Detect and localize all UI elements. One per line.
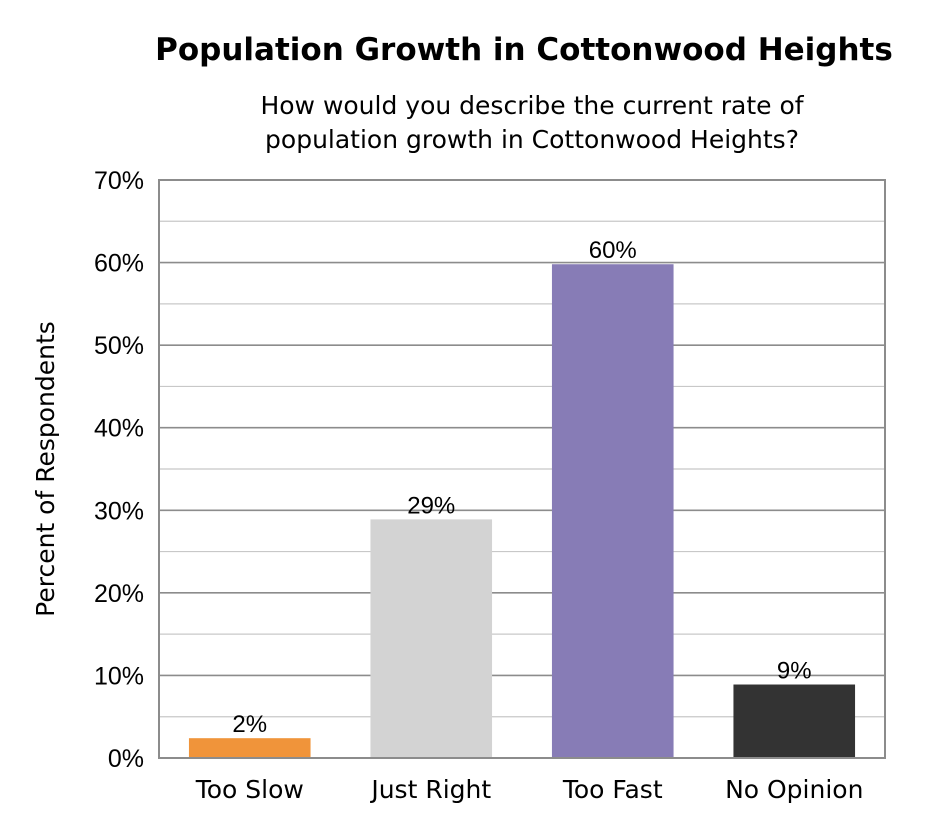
y-tick-label: 20%: [94, 580, 144, 608]
y-tick-label: 60%: [94, 250, 144, 278]
chart-subtitle-line-1: How would you describe the current rate …: [260, 91, 804, 120]
data-label: 60%: [589, 237, 637, 264]
bar-just-right: [370, 519, 493, 758]
bar-too-fast: [551, 264, 674, 758]
y-tick-label: 30%: [94, 497, 144, 525]
plot-area-frame: [158, 179, 886, 759]
bar-no-opinion: [733, 684, 856, 758]
y-axis-ticks: 0% 10% 20% 30% 40% 50% 60% 70%: [94, 167, 144, 773]
chart-title: Population Growth in Cottonwood Heights: [155, 32, 893, 68]
x-category-label: Just Right: [369, 775, 491, 804]
data-label: 2%: [232, 711, 267, 738]
y-axis-label: Percent of Respondents: [31, 321, 60, 617]
y-tick-label: 40%: [94, 415, 144, 443]
x-category-label: No Opinion: [725, 775, 863, 804]
data-label: 9%: [777, 658, 812, 685]
bar-too-slow: [188, 738, 311, 758]
y-tick-label: 50%: [94, 332, 144, 360]
data-labels: 2% 29% 60% 9%: [232, 237, 811, 738]
x-category-label: Too Slow: [195, 775, 304, 804]
y-tick-label: 10%: [94, 662, 144, 690]
y-tick-label: 0%: [108, 745, 144, 773]
x-axis-categories: Too Slow Just Right Too Fast No Opinion: [195, 775, 864, 804]
chart-subtitle-line-2: population growth in Cottonwood Heights?: [265, 125, 799, 154]
gridlines: [159, 220, 885, 718]
y-tick-label: 70%: [94, 167, 144, 195]
data-label: 29%: [407, 492, 455, 519]
bars: [188, 264, 856, 758]
x-category-label: Too Fast: [562, 775, 663, 804]
